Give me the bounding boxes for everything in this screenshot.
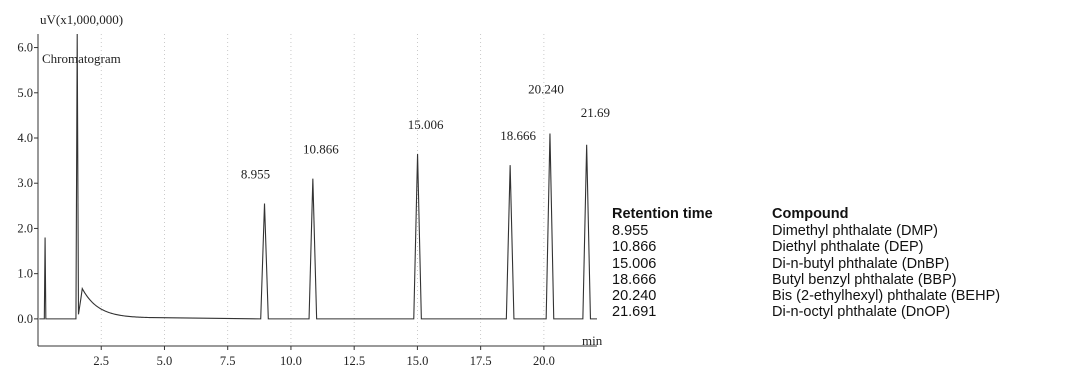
retention-time-cell: 10.866 [612, 239, 657, 256]
x-tick-label: 10.0 [280, 354, 302, 368]
table-row: 18.666 Butyl benzyl phthalate (BBP) [612, 272, 1000, 288]
y-tick-label: 2.0 [17, 221, 33, 235]
compound-cell: Di-n-octyl phthalate (DnOP) [772, 304, 951, 321]
peak-label: 20.240 [528, 81, 564, 96]
compound-cell: Bis (2-ethylhexyl) phthalate (BEHP) [772, 288, 1001, 305]
table-row: 8.955 Dimethyl phthalate (DMP) [612, 223, 1000, 239]
compound-cell: Diethyl phthalate (DEP) [772, 239, 924, 256]
x-tick-label: 15.0 [406, 354, 428, 368]
table-header-row: Retention time Compound [612, 206, 1000, 223]
table-row: 10.866 Diethyl phthalate (DEP) [612, 239, 1000, 255]
y-tick-label: 1.0 [17, 267, 33, 281]
compound-cell: Butyl benzyl phthalate (BBP) [772, 271, 957, 288]
x-tick-label: 2.5 [93, 354, 109, 368]
x-tick-label: 17.5 [470, 354, 492, 368]
y-tick-label: 0.0 [17, 312, 33, 326]
chromatogram-trace [39, 33, 597, 320]
y-tick-label: 3.0 [17, 176, 33, 190]
chromatogram-svg: uV(x1,000,000) Chromatogram min 0.0 1.0 2.… [17, 12, 610, 368]
retention-time-cell: 20.240 [612, 288, 657, 305]
peak-label: 18.666 [500, 128, 536, 143]
table-row: 21.691 Di-n-octyl phthalate (DnOP) [612, 304, 1000, 320]
x-axis-unit-label: min [582, 333, 603, 348]
y-axis-label: uV(x1,000,000) [40, 12, 123, 27]
table-row: 20.240 Bis (2-ethylhexyl) phthalate (BEH… [612, 288, 1000, 304]
retention-time-cell: 18.666 [612, 271, 657, 288]
x-tick-label: 12.5 [343, 354, 365, 368]
retention-time-cell: 15.006 [612, 255, 657, 272]
y-tick-label: 5.0 [17, 86, 33, 100]
chromatogram-chart: uV(x1,000,000) Chromatogram min 0.0 1.0 2.… [17, 12, 610, 368]
compound-cell: Dimethyl phthalate (DMP) [772, 223, 938, 239]
chart-title: Chromatogram [42, 51, 121, 66]
peak-label: 21.691 [581, 105, 610, 120]
retention-table: Retention time Compound 8.955 Dimethyl p… [612, 206, 1000, 321]
peak-label: 10.866 [303, 142, 339, 157]
y-tick-label: 6.0 [17, 41, 33, 55]
col-header-compound: Compound [772, 206, 849, 222]
x-tick-label: 20.0 [533, 354, 555, 368]
x-tick-label: 5.0 [157, 354, 173, 368]
y-tick-label: 4.0 [17, 131, 33, 145]
peak-label: 8.955 [241, 167, 270, 182]
retention-time-cell: 8.955 [612, 223, 649, 239]
compound-cell: Di-n-butyl phthalate (DnBP) [772, 255, 950, 272]
peak-label: 15.006 [408, 117, 444, 132]
retention-time-cell: 21.691 [612, 304, 657, 321]
col-header-retention-time: Retention time [612, 206, 713, 222]
x-tick-label: 7.5 [220, 354, 236, 368]
table-row: 15.006 Di-n-butyl phthalate (DnBP) [612, 256, 1000, 272]
